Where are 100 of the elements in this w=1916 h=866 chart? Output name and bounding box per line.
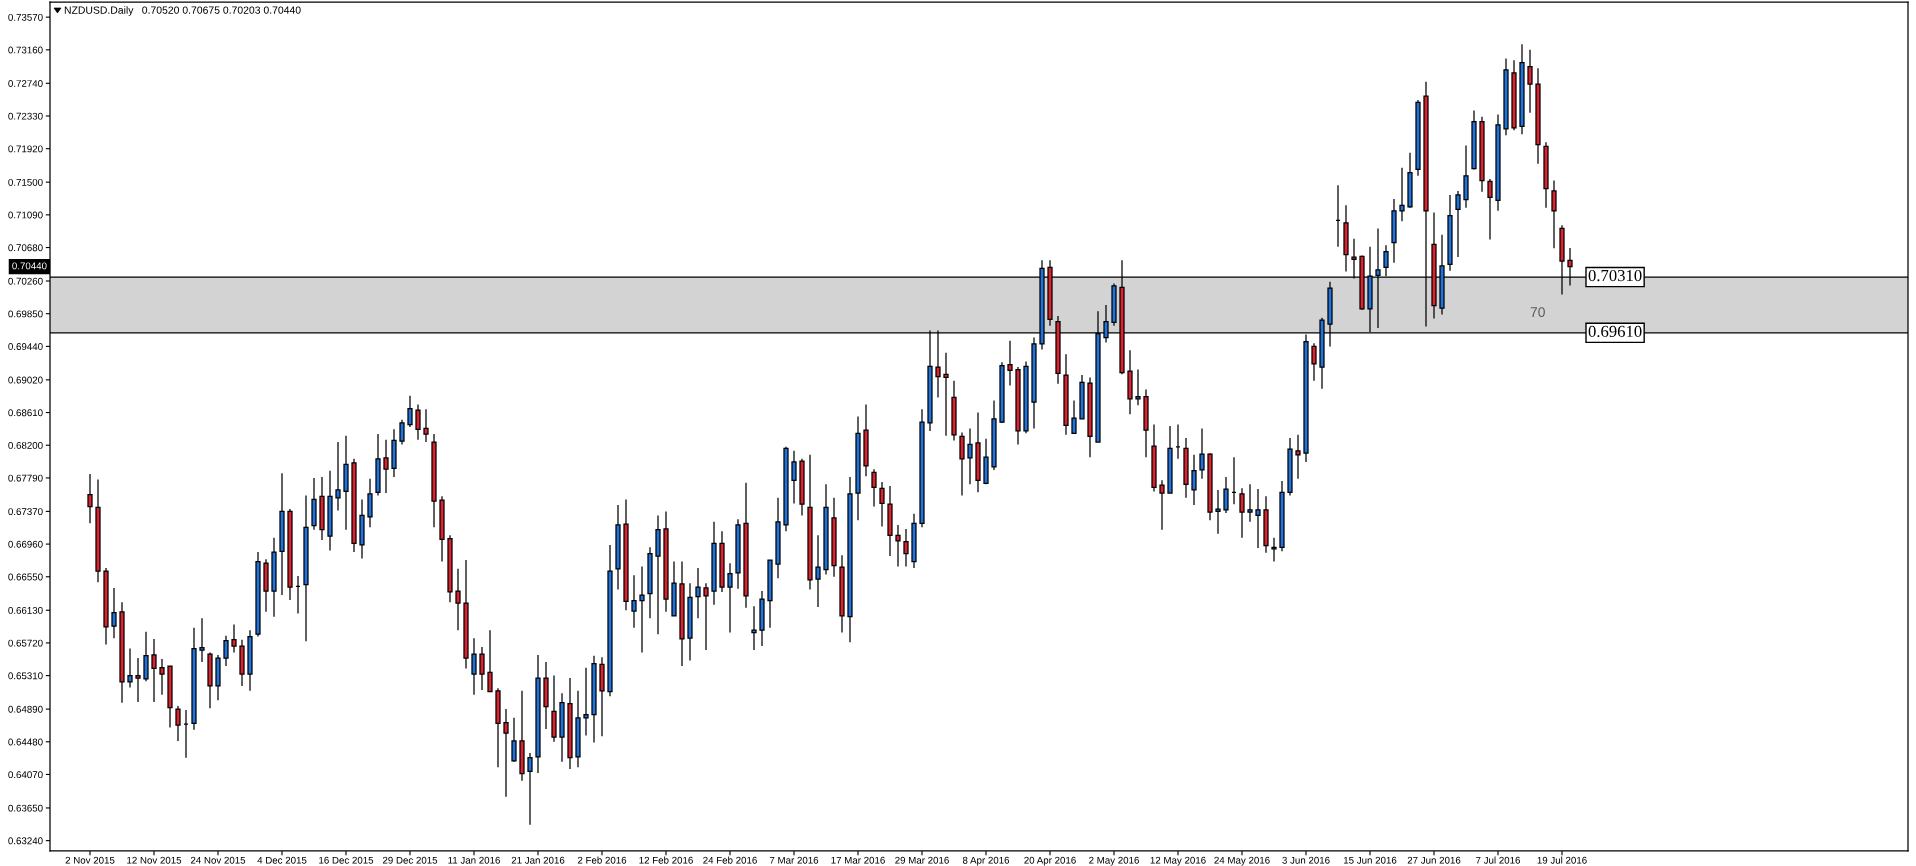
candlestick: [127, 647, 133, 689]
candlestick: [1223, 476, 1229, 514]
y-tick-label: 0.63240: [8, 837, 43, 845]
candlestick: [503, 708, 509, 798]
candlestick: [871, 468, 877, 508]
candlestick: [1239, 487, 1245, 539]
candlestick: [111, 587, 117, 639]
candlestick: [751, 605, 757, 651]
ref-line-label: 0.70310: [1588, 269, 1642, 282]
candlestick: [1295, 434, 1301, 480]
text: 0.70440: [12, 262, 47, 270]
y-tick-label: 0.72740: [8, 80, 43, 87]
y-tick-label: 0.70680: [8, 244, 43, 252]
x-tick-label: 7 Mar 2016: [769, 856, 819, 864]
candlestick: [135, 657, 141, 703]
candlestick: [1527, 49, 1533, 114]
x-tick-label: 12 Feb 2016: [639, 856, 693, 864]
x-tick-label: 7 Jul 2016: [1476, 856, 1521, 864]
candlestick: [399, 419, 405, 446]
y-tick-label: 0.69440: [8, 343, 43, 350]
candlestick: [143, 631, 149, 682]
candlestick: [471, 637, 477, 696]
y-tick-label: 0.73160: [8, 46, 43, 54]
candlestick: [1551, 179, 1557, 249]
x-tick-label: 20 Apr 2016: [1024, 856, 1076, 866]
candlestick: [415, 403, 421, 441]
y-tick-label: 0.67790: [8, 474, 43, 482]
candlestick: [151, 638, 157, 703]
x-tick-label: 24 Nov 2015: [190, 856, 246, 864]
candlestick: [1463, 144, 1469, 209]
y-tick-label: 0.69850: [8, 310, 43, 318]
candlestick: [407, 395, 413, 428]
x-tick-label: 2 Feb 2016: [577, 856, 627, 864]
candlestick: [1199, 427, 1205, 480]
x-tick-label: 12 May 2016: [1150, 856, 1206, 866]
candlestick: [631, 574, 637, 629]
x-tick-label: 2 May 2016: [1089, 856, 1139, 866]
x-tick-label: 24 Feb 2016: [703, 856, 757, 864]
candlestick: [1487, 178, 1493, 241]
x-tick-label: 3 Jun 2016: [1282, 856, 1330, 864]
candlestick: [1135, 368, 1141, 406]
candlestick: [487, 629, 493, 693]
candlestick: [943, 352, 949, 437]
candlestick: [455, 568, 461, 631]
y-tick-label: 0.69020: [8, 376, 43, 384]
candlestick: [703, 582, 709, 651]
candlestick: [1247, 483, 1253, 523]
candlestick: [527, 752, 533, 826]
candlestick: [791, 450, 797, 505]
candlestick: [1255, 488, 1261, 549]
candlestick: [199, 617, 205, 663]
band-label: 70: [1530, 307, 1545, 318]
candlestick: [903, 528, 909, 568]
x-tick-label: 21 Jan 2016: [511, 856, 565, 864]
y-tick-label: 0.73570: [8, 13, 43, 21]
y-tick-label: 0.68200: [8, 441, 43, 449]
y-tick-label: 0.63650: [8, 804, 43, 812]
candlestick: [383, 439, 389, 494]
y-tick-label: 0.67370: [8, 508, 43, 516]
y-tick-label: 0.70260: [8, 277, 43, 285]
candlestick: [1191, 454, 1197, 506]
candlestick: [695, 567, 701, 619]
x-tick-label: 29 Mar 2016: [895, 856, 949, 864]
candlestick: [895, 524, 901, 568]
x-tick-label: 27 Jun 2016: [1407, 856, 1461, 864]
candlestick: [1159, 479, 1165, 531]
x-tick-label: 19 Jul 2016: [1537, 856, 1587, 864]
y-tick-label: 0.71500: [8, 178, 43, 186]
y-tick-label: 0.68610: [8, 409, 43, 417]
y-tick-label: 0.66550: [8, 573, 43, 581]
x-tick-label: 8 Apr 2016: [962, 856, 1010, 866]
candlestick: [335, 441, 341, 512]
candlestick: [1311, 342, 1317, 382]
x-tick-label: 24 May 2016: [1214, 856, 1270, 866]
chart-subtitle: 0.70520 0.70675 0.70203 0.70440: [142, 6, 301, 14]
chart-title: NZDUSD.Daily: [64, 6, 134, 16]
x-tick-label: 16 Dec 2015: [319, 856, 374, 864]
candlestick: [639, 565, 645, 654]
y-tick-label: 0.64890: [8, 705, 43, 713]
x-tick-label: 15 Jun 2016: [1343, 856, 1397, 864]
candlestick: [367, 478, 373, 528]
candlestick: [1071, 399, 1077, 435]
candlestick: [1007, 340, 1013, 387]
candlestick: [87, 473, 93, 524]
y-tick-label: 0.64480: [8, 738, 43, 746]
candlestick: [879, 481, 885, 528]
candlestick: [959, 431, 965, 497]
candlestick: [1455, 190, 1461, 258]
candlestick: [423, 408, 429, 443]
candlestick: [231, 623, 237, 654]
y-tick-label: 0.71920: [8, 145, 43, 153]
x-tick-label: 4 Dec 2015: [257, 856, 307, 864]
candlestick: [1271, 537, 1277, 563]
candlestick: [967, 427, 973, 485]
x-tick-label: 17 Mar 2016: [831, 856, 885, 864]
y-tick-label: 0.65310: [8, 672, 43, 680]
y-tick-label: 0.66960: [8, 540, 43, 548]
candlestick: [479, 646, 485, 691]
candlestick: [175, 705, 181, 742]
y-tick-label: 0.71090: [8, 211, 43, 219]
